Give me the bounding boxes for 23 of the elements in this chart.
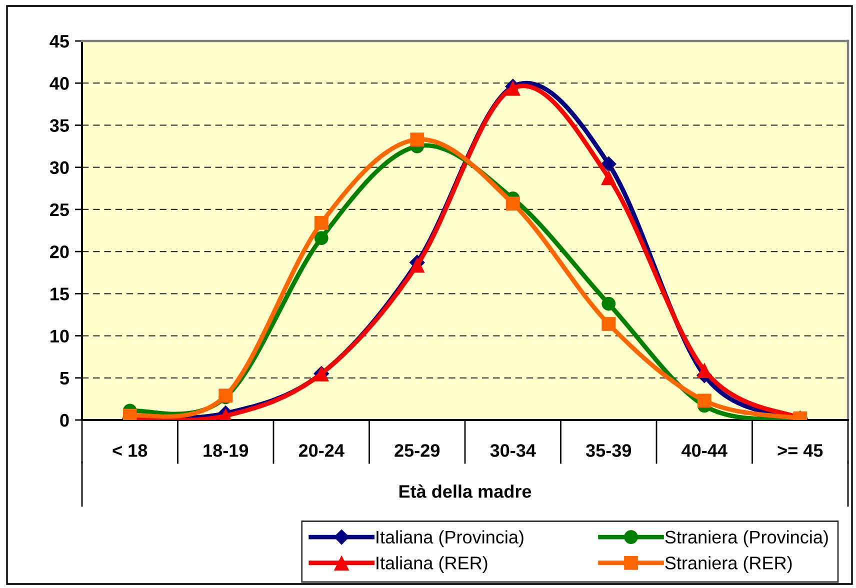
x-tick-label: 25-29: [394, 444, 440, 457]
legend-label: Straniera (RER): [665, 556, 792, 573]
x-axis-title: Età della madre: [399, 484, 532, 498]
y-tick-label: 15: [50, 288, 69, 300]
x-tick-label: >= 45: [778, 444, 823, 457]
y-tick-label: 25: [50, 203, 69, 216]
y-tick-label: 35: [50, 119, 69, 132]
y-tick-label: 20: [50, 245, 69, 258]
y-tick-label: 30: [50, 161, 69, 174]
legend-label: Straniera (Provincia): [665, 530, 828, 548]
legend-label: Italiana (RER): [376, 556, 488, 573]
x-tick-label: 40-44: [682, 444, 728, 457]
x-tick-label: 35-39: [586, 444, 632, 457]
x-tick-label: < 18: [112, 444, 148, 457]
legend-label: Italiana (Provincia): [376, 530, 524, 548]
y-tick-label: 40: [50, 77, 69, 90]
x-tick-label: 20-24: [298, 444, 344, 457]
y-tick-label: 0: [60, 414, 69, 427]
y-tick-label: 5: [60, 372, 69, 385]
y-tick-label: 45: [50, 35, 69, 48]
x-tick-label: 30-34: [490, 444, 536, 457]
x-tick-label: 18-19: [204, 444, 248, 457]
y-tick-label: 10: [50, 330, 69, 342]
